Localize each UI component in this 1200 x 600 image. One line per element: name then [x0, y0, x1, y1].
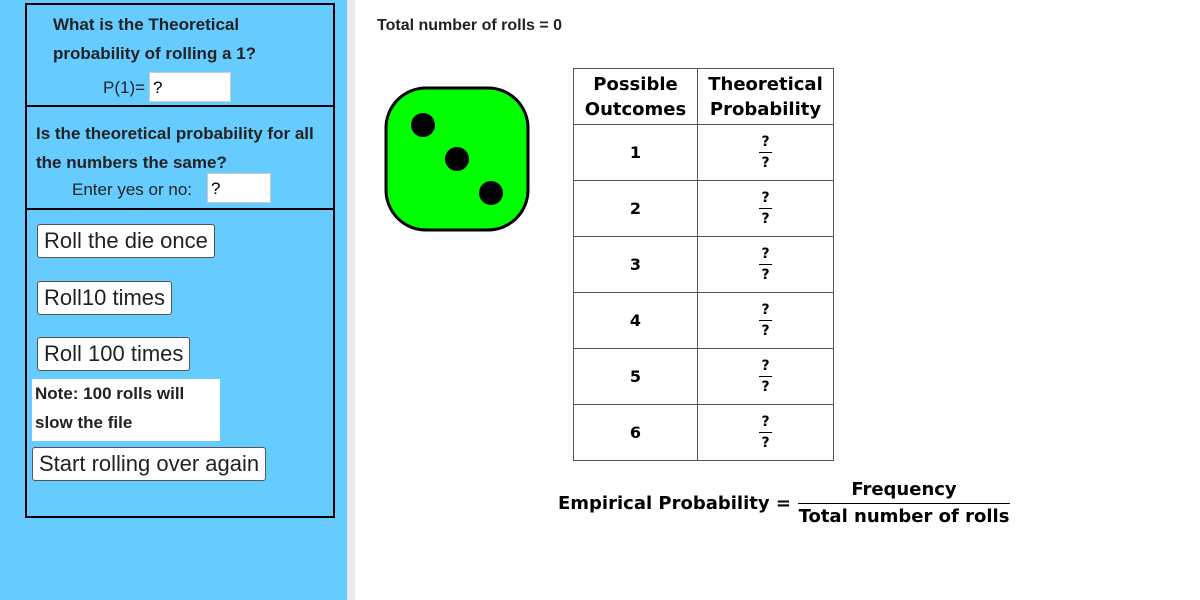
fraction: ??	[759, 412, 772, 453]
fraction: ??	[759, 188, 772, 229]
roll-button[interactable]: Roll the die once	[37, 224, 215, 258]
outcome-cell: 4	[573, 292, 698, 349]
table-row: 3??	[573, 236, 834, 293]
outcome-cell: 1	[573, 124, 698, 181]
table-row: 1??	[573, 124, 834, 181]
header-row: Possible Outcomes Theoretical Probabilit…	[573, 68, 834, 125]
probability-cell: ??	[697, 236, 834, 293]
die-pips	[411, 113, 503, 205]
outcome-cell: 5	[573, 348, 698, 405]
numerator: ?	[759, 300, 772, 321]
fraction: ??	[759, 244, 772, 285]
numerator: ?	[759, 244, 772, 265]
denominator: ?	[761, 211, 770, 227]
denominator: ?	[761, 379, 770, 395]
probability-cell: ??	[697, 292, 834, 349]
numerator: ?	[759, 356, 772, 377]
question-box: Is the theoretical probability for all t…	[25, 105, 335, 210]
denominator: ?	[761, 323, 770, 339]
table-row: 5??	[573, 348, 834, 405]
question-text: What is the Theoretical probability of r…	[53, 15, 257, 63]
reset-button[interactable]: Start rolling over again	[32, 447, 267, 481]
probability-table: Possible Outcomes Theoretical Probabilit…	[573, 68, 834, 461]
input-label: P(1)=	[103, 78, 146, 97]
header-cell: Theoretical Probability	[697, 68, 834, 125]
formula-numerator: Frequency	[798, 479, 1010, 504]
total-rolls: Total number of rolls = 0	[377, 17, 562, 35]
question-box: What is the Theoretical probability of r…	[25, 3, 335, 107]
numerator: ?	[759, 412, 772, 433]
denominator: ?	[761, 435, 770, 451]
denominator: ?	[761, 155, 770, 171]
formula-left: Empirical Probability =	[558, 493, 791, 514]
pip	[445, 147, 469, 171]
outcome-cell: 2	[573, 180, 698, 237]
die	[384, 86, 530, 232]
question-text: Is the theoretical probability for all t…	[36, 124, 314, 172]
header-cell: Possible Outcomes	[573, 68, 698, 125]
answer-input[interactable]: ?	[149, 72, 231, 102]
table-body: 1?? 2?? 3?? 4?? 5?? 6??	[573, 124, 834, 461]
table-row: 2??	[573, 180, 834, 237]
numerator: ?	[759, 188, 772, 209]
outcome-cell: 6	[573, 404, 698, 461]
probability-cell: ??	[697, 124, 834, 181]
formula-denominator: Total number of rolls	[798, 506, 1010, 527]
denominator: ?	[761, 267, 770, 283]
table-row: 6??	[573, 404, 834, 461]
total-rolls-label: Total number of rolls =	[377, 17, 549, 34]
fraction: ??	[759, 356, 772, 397]
total-rolls-value: 0	[553, 17, 563, 34]
actions-box	[25, 208, 335, 518]
outcome-cell: 3	[573, 236, 698, 293]
fraction: ??	[759, 300, 772, 341]
roll-button[interactable]: Roll 100 times	[37, 337, 191, 371]
note: Note: 100 rolls will slow the file	[32, 379, 220, 441]
table-row: 4??	[573, 292, 834, 349]
probability-cell: ??	[697, 348, 834, 405]
formula-fraction: Frequency Total number of rolls	[798, 479, 1010, 527]
probability-cell: ??	[697, 404, 834, 461]
input-label: Enter yes or no:	[72, 180, 193, 199]
roll-button[interactable]: Roll10 times	[37, 281, 173, 315]
fraction: ??	[759, 132, 772, 173]
probability-cell: ??	[697, 180, 834, 237]
divider	[347, 0, 355, 600]
pip	[411, 113, 435, 137]
numerator: ?	[759, 132, 772, 153]
pip	[479, 181, 503, 205]
answer-input[interactable]: ?	[207, 173, 271, 203]
